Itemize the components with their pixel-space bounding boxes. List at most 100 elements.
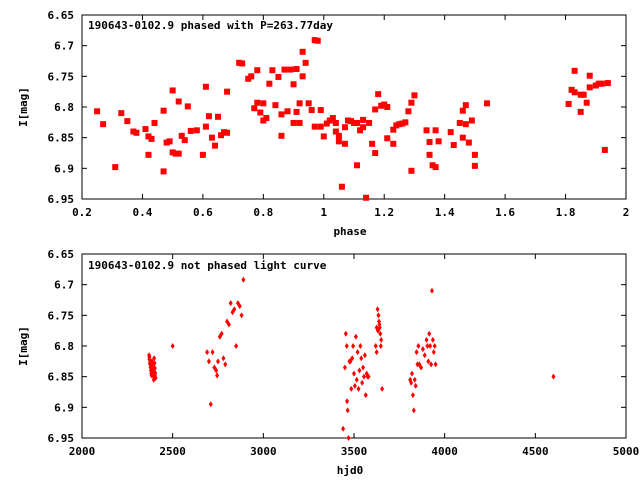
unphased-data-point xyxy=(232,306,237,313)
phased-data-point xyxy=(465,139,472,146)
phased-x-tick-label: 0.8 xyxy=(253,206,273,219)
phased-data-point xyxy=(586,72,593,79)
unphased-data-point xyxy=(366,373,371,380)
phased-data-point xyxy=(462,102,469,109)
phased-data-point xyxy=(151,119,158,126)
unphased-chart-title: 190643-0102.9 not phased light curve xyxy=(88,259,327,272)
phased-data-point xyxy=(341,124,348,131)
unphased-chart: 2000 2500 3000 3500 4000 4500 5000 6.65 6.7 6.75 6… xyxy=(17,248,639,477)
phased-data-point xyxy=(224,129,231,136)
phased-data-point xyxy=(329,115,336,122)
phased-data-point xyxy=(323,120,330,127)
phased-data-point xyxy=(317,123,324,130)
unphased-y-tick-label: 6.8 xyxy=(54,340,74,353)
unphased-data-point xyxy=(152,360,157,367)
phased-data-point xyxy=(338,183,345,190)
phased-data-point xyxy=(257,109,264,116)
phased-data-point xyxy=(94,108,101,115)
unphased-data-point xyxy=(351,343,356,349)
unphased-data-point xyxy=(409,379,414,386)
phased-data-point xyxy=(351,119,357,126)
phased-data-point xyxy=(583,99,590,106)
unphased-data-point xyxy=(427,330,432,337)
phased-data-point xyxy=(218,132,225,139)
phased-data-point xyxy=(202,123,209,130)
phased-data-point xyxy=(148,135,155,142)
unphased-data-point xyxy=(422,352,427,359)
phased-data-point xyxy=(366,119,373,126)
phased-data-point xyxy=(221,129,228,136)
phased-data-point xyxy=(335,138,342,145)
unphased-data-point xyxy=(349,385,354,392)
phased-data-point xyxy=(396,121,403,128)
phased-data-point xyxy=(251,105,258,112)
phased-data-point xyxy=(239,60,246,67)
phased-data-point xyxy=(175,98,182,105)
unphased-data-point xyxy=(429,287,434,294)
unphased-data-point xyxy=(151,367,156,374)
unphased-data-point xyxy=(361,373,366,380)
unphased-data-point xyxy=(152,355,157,362)
phased-data-point xyxy=(299,73,306,80)
unphased-data-point xyxy=(343,330,348,337)
phased-data-point xyxy=(260,100,267,107)
phased-data-point xyxy=(163,139,170,146)
unphased-data-point xyxy=(208,401,213,408)
phased-data-point xyxy=(360,116,367,123)
unphased-x-tick-label: 4500 xyxy=(522,445,549,458)
phased-data-point xyxy=(360,124,367,131)
phased-chart: 0.2 0.4 0.6 0.8 1 1.2 1.4 1.6 1.8 2 6.65 6.7 6.75 6.8… xyxy=(17,9,629,238)
phased-data-point xyxy=(344,117,351,124)
unphased-data-point xyxy=(148,358,153,365)
phased-data-point xyxy=(181,137,188,144)
phased-data-point xyxy=(384,104,391,110)
phased-data-point xyxy=(435,138,442,145)
phased-data-point xyxy=(326,117,333,124)
unphased-x-tick-label: 3500 xyxy=(341,445,368,458)
phased-data-point xyxy=(284,108,291,115)
phased-data-point xyxy=(347,118,354,125)
phased-data-point xyxy=(299,48,306,55)
phased-data-point xyxy=(296,100,303,107)
phased-data-point xyxy=(160,168,167,175)
phased-x-tick-label: 1 xyxy=(320,206,327,219)
phased-data-point xyxy=(426,151,433,158)
unphased-y-axis-label: I[mag] xyxy=(17,326,30,366)
phased-data-point xyxy=(429,162,436,169)
phased-data-point xyxy=(254,99,261,106)
phased-data-point xyxy=(248,73,255,80)
phased-data-point xyxy=(459,107,466,114)
unphased-data-point xyxy=(226,321,231,328)
unphased-data-point xyxy=(411,407,416,414)
phased-data-point xyxy=(293,108,300,115)
unphased-data-point xyxy=(432,343,437,349)
phased-y-tick-label: 6.7 xyxy=(54,40,74,53)
phased-data-point xyxy=(178,132,185,139)
unphased-x-axis-label: hjd0 xyxy=(337,464,364,477)
phased-data-point xyxy=(378,102,385,109)
phased-data-point xyxy=(369,140,376,147)
phased-data-point xyxy=(390,140,397,147)
phased-data-point xyxy=(565,100,572,107)
phased-data-point xyxy=(278,132,285,139)
phased-data-point xyxy=(335,132,342,139)
phased-data-point xyxy=(423,127,430,134)
unphased-data-point xyxy=(361,364,366,371)
unphased-data-point xyxy=(342,364,347,371)
phased-data-point xyxy=(471,151,478,158)
phased-data-point xyxy=(260,117,267,124)
unphased-data-point xyxy=(412,376,417,383)
unphased-data-point xyxy=(352,382,357,389)
phased-y-tick-label: 6.65 xyxy=(48,9,75,22)
unphased-data-point xyxy=(216,358,220,365)
unphased-data-point xyxy=(413,382,418,389)
unphased-data-point xyxy=(219,330,224,337)
unphased-x-tick-label: 2500 xyxy=(159,445,186,458)
phased-data-point xyxy=(166,138,173,145)
phased-data-point xyxy=(462,121,469,128)
unphased-ticks: 2000 2500 3000 3500 4000 4500 5000 6.65 6.7 6.75 6… xyxy=(48,248,640,458)
phased-data-point xyxy=(432,127,439,134)
unphased-data-point xyxy=(373,343,378,349)
unphased-data-point xyxy=(425,343,430,349)
